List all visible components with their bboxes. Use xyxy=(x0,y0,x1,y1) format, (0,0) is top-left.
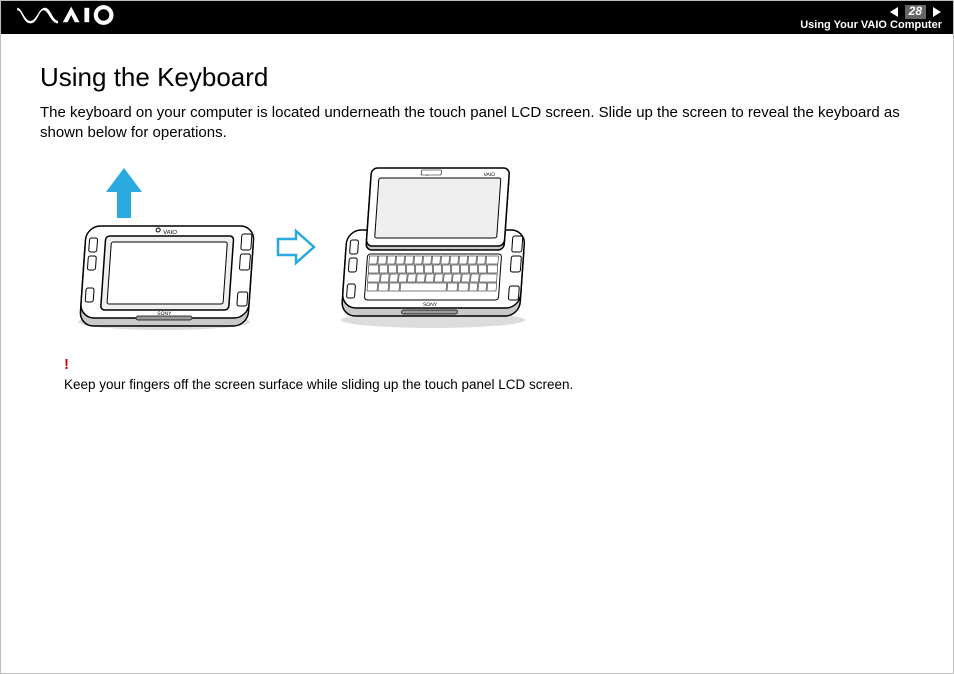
svg-text:VAIO: VAIO xyxy=(163,230,178,236)
vaio-logo xyxy=(16,4,136,31)
svg-text:SONY: SONY xyxy=(423,302,438,308)
next-page-arrow-icon[interactable] xyxy=(930,6,942,18)
page-number: 28 xyxy=(905,5,926,18)
sequence-arrow-icon xyxy=(274,227,318,267)
prev-page-arrow-icon[interactable] xyxy=(889,6,901,18)
page-title: Using the Keyboard xyxy=(40,62,914,93)
section-label: Using Your VAIO Computer xyxy=(800,19,942,31)
page-nav: 28 xyxy=(889,5,942,18)
svg-text:VAIO: VAIO xyxy=(483,172,495,178)
header-bar: 28 Using Your VAIO Computer xyxy=(0,0,954,34)
page-content: Using the Keyboard The keyboard on your … xyxy=(0,34,954,394)
caution-mark-icon: ! xyxy=(64,354,914,375)
caution-text: Keep your fingers off the screen surface… xyxy=(64,377,573,392)
device-closed-illustration: VAIO SONY xyxy=(64,162,264,332)
figure-row: VAIO SONY xyxy=(64,162,914,332)
intro-paragraph: The keyboard on your computer is located… xyxy=(40,103,914,144)
caution-block: ! Keep your fingers off the screen surfa… xyxy=(64,354,914,395)
slide-up-arrow-icon xyxy=(106,168,142,218)
header-right: 28 Using Your VAIO Computer xyxy=(800,3,942,30)
device-open-illustration: SONY VAIO xyxy=(328,162,538,332)
svg-text:SONY: SONY xyxy=(157,311,172,317)
